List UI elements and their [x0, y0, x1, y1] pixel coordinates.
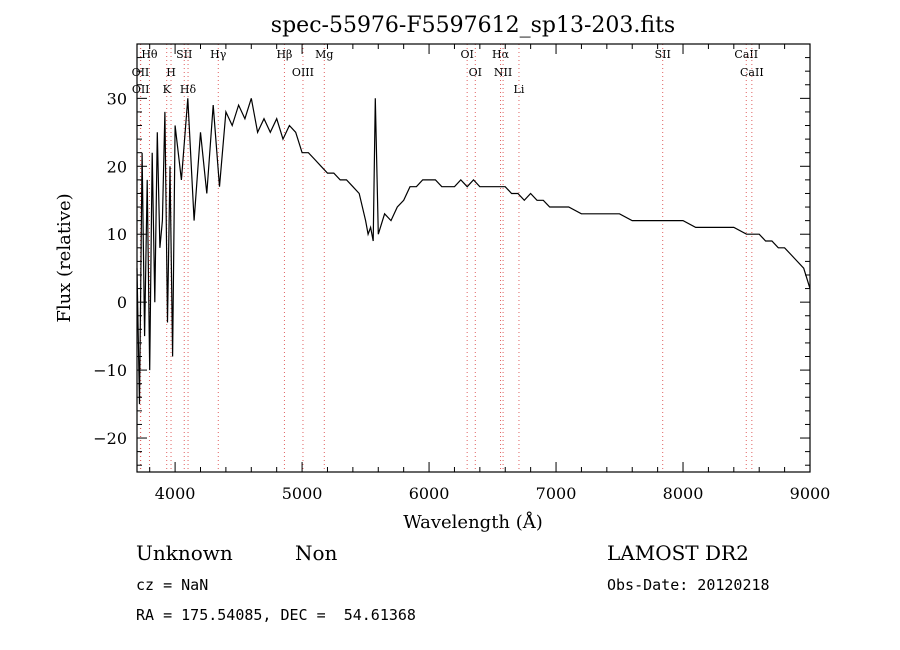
- marker-label: OI: [469, 66, 482, 79]
- marker-label: Hγ: [210, 48, 227, 61]
- class-label: Unknown: [136, 541, 233, 565]
- y-tick-label: 0: [117, 293, 127, 312]
- marker-label: Mg: [315, 48, 333, 61]
- x-tick-label: 6000: [409, 484, 450, 503]
- marker-label: Hβ: [276, 48, 292, 61]
- y-tick-label: 10: [107, 225, 127, 244]
- y-tick-label: −10: [93, 361, 127, 380]
- marker-label: OIII: [292, 66, 314, 79]
- marker-label: SII: [176, 48, 192, 61]
- marker-label: Hα: [492, 48, 510, 61]
- y-tick-label: 30: [107, 89, 127, 108]
- x-tick-label: 7000: [536, 484, 577, 503]
- subclass-label: Non: [295, 541, 338, 565]
- y-axis-ticks: −20 −10 0 10 20 30: [93, 57, 810, 466]
- marker-label: NII: [494, 66, 512, 79]
- x-axis-label: Wavelength (Å): [403, 511, 543, 533]
- x-tick-label: 8000: [663, 484, 704, 503]
- marker-label: H: [166, 66, 176, 79]
- marker-label: Hδ: [180, 83, 197, 96]
- marker-label: CaII: [740, 66, 764, 79]
- spectrum-line: [136, 98, 811, 405]
- x-tick-label: 4000: [155, 484, 196, 503]
- marker-label: K: [163, 83, 172, 96]
- survey-label: LAMOST DR2: [607, 541, 749, 565]
- marker-label: OII: [132, 83, 150, 96]
- marker-label: OI: [460, 48, 473, 61]
- coordinates-text: RA = 175.54085, DEC = 54.61368: [136, 606, 416, 624]
- marker-label: CaII: [734, 48, 758, 61]
- chart-title: spec-55976-F5597612_sp13-203.fits: [271, 13, 675, 38]
- marker-label: Li: [514, 83, 525, 96]
- redshift-text: cz = NaN: [136, 576, 209, 594]
- plot-frame: [136, 43, 811, 473]
- y-tick-label: 20: [107, 157, 127, 176]
- obs-date: Obs-Date: 20120218: [607, 576, 770, 594]
- x-tick-label: 5000: [282, 484, 323, 503]
- marker-label: SII: [655, 48, 671, 61]
- series-layer: [136, 98, 811, 405]
- x-tick-label: 9000: [790, 484, 831, 503]
- y-tick-label: −20: [93, 429, 127, 448]
- y-axis-label: Flux (relative): [54, 193, 75, 322]
- x-axis-ticks: 4000 5000 6000 7000 8000 9000: [149, 44, 831, 503]
- marker-label: Hθ: [141, 48, 158, 61]
